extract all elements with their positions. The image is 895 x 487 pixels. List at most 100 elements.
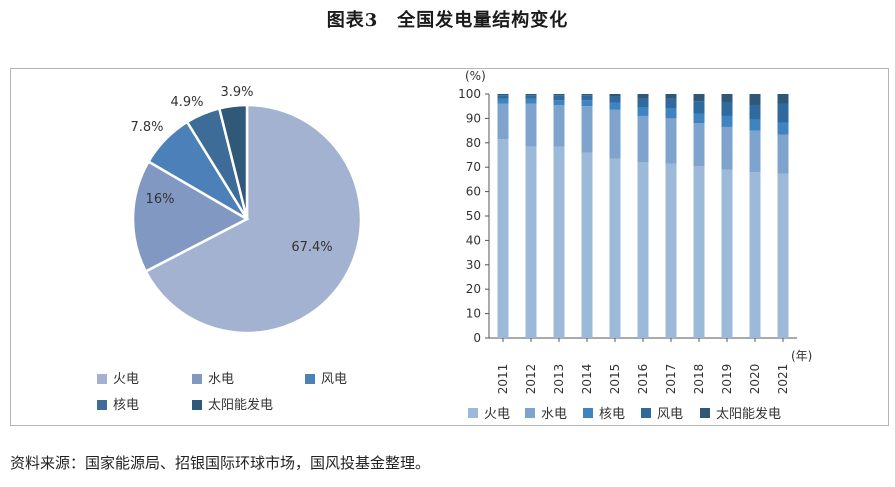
bar-segment-水电 <box>581 106 593 153</box>
bar-segment-太阳能发电 <box>777 94 789 104</box>
bar-segment-水电 <box>637 115 649 163</box>
bar-segment-水电 <box>553 104 565 147</box>
y-tick-label: 70 <box>466 160 481 174</box>
bar-segment-风电 <box>581 95 593 101</box>
y-tick-label: 100 <box>458 87 481 101</box>
bar-segment-太阳能发电 <box>609 94 621 97</box>
bar-legend: 火电 水电 核电 风电 太阳能发电 <box>468 406 781 422</box>
bar-segment-火电 <box>665 163 677 338</box>
y-tick-label: 0 <box>473 331 481 345</box>
bar-segment-火电 <box>581 152 593 338</box>
bar-legend-label: 水电 <box>541 407 567 422</box>
x-tick-label: 2018 <box>692 364 706 395</box>
bar-segment-火电 <box>497 139 509 338</box>
x-tick-label: 2012 <box>524 364 538 395</box>
pie-slice-4 <box>217 103 249 220</box>
bar-segment-水电 <box>693 123 705 166</box>
bar-segment-水电 <box>665 118 677 164</box>
bar-segment-水电 <box>777 134 789 174</box>
bar-segment-水电 <box>721 126 733 170</box>
chart-frame <box>10 68 889 426</box>
bar-segment-风电 <box>665 98 677 109</box>
pie-legend-label: 水电 <box>208 372 234 387</box>
pie-value-label: 67.4% <box>291 240 332 255</box>
pie-value-label: 3.9% <box>220 85 253 100</box>
bar-segment-火电 <box>749 172 761 338</box>
bar-segment-核电 <box>553 100 565 105</box>
y-tick-label: 30 <box>466 258 481 272</box>
bar-segment-水电 <box>497 103 509 140</box>
bar-segment-风电 <box>609 96 621 103</box>
pie-chart: 67.4% 16% 7.8% 4.9% 3.9% <box>130 85 363 335</box>
x-tick-label: 2016 <box>636 364 650 395</box>
bar-legend-swatch <box>525 408 535 418</box>
bar-legend-label: 风电 <box>657 407 683 422</box>
pie-slice-1 <box>131 159 250 274</box>
pie-legend-swatch <box>305 374 315 384</box>
bar-segment-火电 <box>721 169 733 338</box>
bar-segment-太阳能发电 <box>693 94 705 102</box>
bar-segment-太阳能发电 <box>665 94 677 99</box>
pie-slice-0 <box>144 103 363 335</box>
bar-segment-水电 <box>749 130 761 173</box>
y-tick-label: 40 <box>466 233 481 247</box>
bar-segment-火电 <box>525 146 537 338</box>
bar-segment-核电 <box>777 122 789 135</box>
bar-segment-风电 <box>749 104 761 120</box>
bar-segment-太阳能发电 <box>581 94 593 96</box>
bar-segment-核电 <box>749 119 761 131</box>
pie-legend-swatch <box>192 400 202 410</box>
bar-segment-核电 <box>609 102 621 110</box>
bar-segment-风电 <box>693 101 705 114</box>
x-tick-label: 2013 <box>552 364 566 395</box>
bar-legend-label: 火电 <box>484 407 510 422</box>
pie-legend-label: 风电 <box>321 372 347 387</box>
bar-segment-太阳能发电 <box>497 94 509 96</box>
bar-segment-风电 <box>525 95 537 99</box>
bar-legend-swatch <box>700 408 710 418</box>
bar-segment-太阳能发电 <box>553 94 565 96</box>
stacked-bar-chart: (%) 0 10 20 30 40 50 60 70 80 90 100 2011 2012 2013 201… <box>458 69 812 394</box>
bar-segment-太阳能发电 <box>637 94 649 99</box>
y-tick-label: 80 <box>466 136 481 150</box>
pie-legend-label: 火电 <box>113 372 139 387</box>
bar-segment-核电 <box>581 100 593 107</box>
pie-legend-label: 核电 <box>113 398 139 413</box>
bar-legend-label: 太阳能发电 <box>716 406 781 422</box>
bar-segment-风电 <box>721 102 733 116</box>
bar-segment-水电 <box>609 109 621 159</box>
bar-segment-风电 <box>497 95 509 99</box>
pie-legend-swatch <box>192 374 202 384</box>
pie-legend-swatch <box>97 374 107 384</box>
source-note: 资料来源：国家能源局、招银国际环球市场，国风投基金整理。 <box>10 454 431 472</box>
x-tick-label: 2015 <box>608 364 622 395</box>
bar-segment-火电 <box>693 165 705 338</box>
pie-value-label: 4.9% <box>170 95 203 110</box>
pie-legend-swatch <box>97 400 107 410</box>
x-tick-label: 2011 <box>496 364 510 395</box>
bar-segment-太阳能发电 <box>749 94 761 105</box>
y-unit-label: (%) <box>465 69 486 83</box>
x-tick-label: 2019 <box>720 364 734 395</box>
y-tick-label: 60 <box>466 185 481 199</box>
bar-segment-核电 <box>637 107 649 116</box>
x-tick-label: 2020 <box>748 364 762 395</box>
bar-segment-核电 <box>525 98 537 104</box>
bar-legend-swatch <box>583 408 593 418</box>
bar-segment-风电 <box>553 95 565 101</box>
bar-legend-swatch <box>468 408 478 418</box>
y-tick-label: 20 <box>466 282 481 296</box>
bar-segment-核电 <box>665 108 677 119</box>
x-tick-label: 2017 <box>664 364 678 395</box>
bar-segment-水电 <box>525 103 537 147</box>
bar-legend-label: 核电 <box>599 407 625 422</box>
pie-value-label: 16% <box>146 192 175 207</box>
bar-segment-风电 <box>637 98 649 108</box>
bar-segment-太阳能发电 <box>525 94 537 96</box>
bar-segment-火电 <box>553 146 565 338</box>
y-tick-label: 90 <box>466 111 481 125</box>
bar-segment-核电 <box>693 113 705 124</box>
bar-segment-核电 <box>497 98 509 104</box>
